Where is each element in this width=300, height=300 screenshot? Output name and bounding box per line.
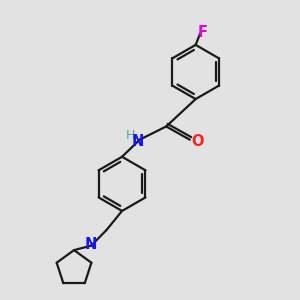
- Text: O: O: [192, 134, 204, 149]
- Text: F: F: [197, 25, 207, 40]
- Text: N: N: [131, 134, 144, 149]
- Text: H: H: [126, 129, 136, 142]
- Text: N: N: [84, 237, 97, 252]
